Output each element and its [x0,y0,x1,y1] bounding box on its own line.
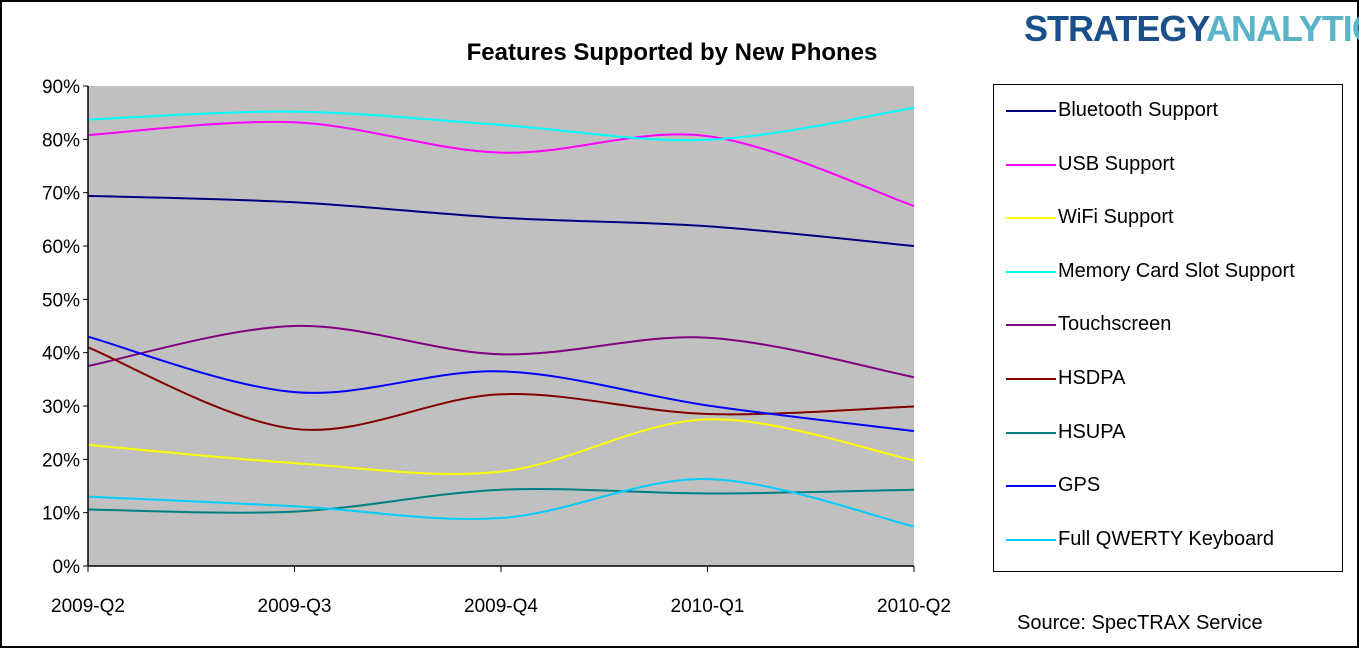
y-tick-label: 20% [42,450,80,471]
series-line-touchscreen [87,324,915,379]
legend-label: HSUPA [1058,420,1126,443]
legend-label: Memory Card Slot Support [1058,259,1295,282]
legend-swatch [1006,538,1056,541]
legend-label: Touchscreen [1058,313,1172,336]
legend-item: Bluetooth Support [994,97,1344,125]
plot-area [88,86,914,566]
series-line-full-qwerty-keyboard [87,478,915,528]
y-tick-label: 60% [42,237,80,258]
logo-part-1: STRATEGY [1024,8,1207,49]
legend-item: Full QWERTY Keyboard [994,526,1344,554]
legend-label: Bluetooth Support [1058,99,1219,121]
chart-title: Features Supported by New Phones [467,39,878,66]
legend-swatch [1006,110,1056,112]
x-tick-label: 2009-Q4 [464,596,538,617]
series-line-memory-card-slot-support [87,106,915,142]
legend-swatch [1006,324,1056,327]
series-line-bluetooth-support [87,194,915,247]
y-tick-label: 0% [53,557,81,578]
series-line-hsupa [87,487,915,514]
y-tick-label: 50% [42,290,80,311]
x-tick-label: 2009-Q3 [258,596,332,617]
y-tick-label: 30% [42,397,80,418]
series-line-hsdpa [87,346,915,431]
legend-label: Full QWERTY Keyboard [1058,527,1275,550]
legend-item: HSDPA [994,365,1344,393]
x-tick-label: 2009-Q2 [51,596,125,617]
legend-item: Touchscreen [994,311,1344,339]
x-tick-label: 2010-Q2 [877,596,951,617]
legend-label: WiFi Support [1058,206,1174,229]
legend-swatch [1006,217,1056,220]
legend-swatch [1006,485,1056,488]
legend-swatch [1006,163,1056,166]
y-tick-label: 90% [42,77,80,98]
source-note: Source: SpecTRAX Service [1017,612,1263,634]
y-tick-label: 80% [42,130,80,151]
series-line-gps [87,335,915,433]
legend-item: USB Support [994,151,1344,179]
legend-swatch [1006,270,1056,273]
legend-label: USB Support [1058,152,1175,175]
x-tick-label: 2010-Q1 [671,596,745,617]
series-line-wifi-support [87,418,915,475]
legend-item: GPS [994,472,1344,500]
y-tick-label: 40% [42,344,80,365]
legend-item: WiFi Support [994,204,1344,232]
legend-swatch [1006,431,1056,434]
axis-layer: 0% 10% 20% 30% 40% 50% 60% 70% 80% 90% 2009-Q2 2009… [42,77,951,617]
strategy-analytics-logo: STRATEGYANALYTICS [1024,8,1359,50]
legend-label: HSDPA [1058,367,1126,389]
series-layer [87,106,915,528]
legend-swatch [1006,378,1056,380]
y-tick-label: 70% [42,184,80,205]
y-tick-label: 10% [42,504,80,525]
legend-item: HSUPA [994,419,1344,447]
logo-part-2: ANALYTICS [1206,8,1359,49]
series-line-usb-support [87,120,915,207]
chart-legend: Bluetooth Support USB Support WiFi Support… [993,84,1343,572]
legend-label: GPS [1058,474,1101,497]
legend-item: Memory Card Slot Support [994,258,1344,286]
